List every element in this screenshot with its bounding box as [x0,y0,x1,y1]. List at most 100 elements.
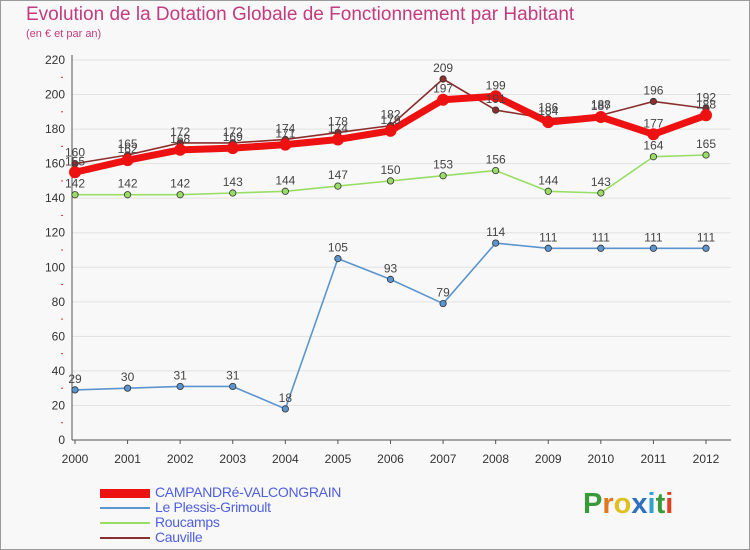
data-label: 144 [275,173,295,187]
data-point [702,244,710,252]
y-tick-label: 40 [52,364,66,378]
data-label: 142 [170,177,190,191]
x-tick-label: 2010 [587,452,614,466]
legend-swatch-le-plessis-grimoult [100,507,150,509]
data-label: 182 [380,108,400,122]
data-label: 177 [643,116,663,130]
data-point [439,299,447,308]
y-tick-label: 200 [45,88,65,102]
x-tick-label: 2006 [377,452,404,466]
chart-title: Evolution de la Dotation Globale de Fonc… [26,4,575,25]
legend-item-roucamps: Roucamps [100,514,420,531]
data-label: 111 [644,230,663,244]
data-label: 209 [433,61,453,75]
data-point [544,244,552,252]
x-tick-label: 2003 [219,452,246,466]
data-label: 105 [328,241,348,255]
data-point [700,109,712,122]
data-point [386,177,395,185]
data-label: 111 [539,230,558,244]
x-tick-label: 2002 [167,452,194,466]
x-tick-label: 2009 [535,452,562,466]
logo-letter: i [665,488,674,520]
data-label: 196 [643,83,663,97]
data-label: 184 [538,104,558,118]
data-point [649,244,658,252]
data-point [229,382,237,391]
data-label: 187 [591,99,611,113]
legend-item-campandre: CAMPANDRé-VALCONGRAIN [100,484,420,501]
data-label: 143 [223,175,243,189]
data-label: 142 [118,177,138,191]
data-label: 172 [170,125,190,139]
data-label: 174 [328,121,348,135]
data-point [174,143,187,156]
data-label: 174 [275,121,295,135]
x-tick-label: 2005 [325,452,352,466]
data-label: 111 [697,230,716,244]
data-point [281,405,289,413]
data-label: 186 [538,101,558,115]
legend-swatch-campandre [100,489,150,498]
data-label: 111 [592,230,611,244]
data-point [334,255,342,263]
chart-subtitle: (en € et par an) [26,28,102,40]
data-label: 179 [380,113,400,127]
x-tick-label: 2011 [641,452,667,466]
data-label: 199 [486,78,506,92]
logo-letter: r [602,488,614,520]
data-point [226,142,239,155]
data-point [386,275,395,283]
legend-label-roucamps: Roucamps [155,514,220,530]
y-tick-label: 180 [45,122,65,136]
logo-letter: t [655,488,666,520]
y-tick-label: 120 [45,226,65,240]
data-label: 18 [279,391,293,405]
x-tick-label: 2007 [430,452,457,466]
data-point [279,138,292,151]
legend-item-cauville: Cauville [100,529,420,546]
data-label: 155 [65,154,85,168]
data-label: 164 [643,139,663,153]
y-tick-label: 160 [45,157,65,171]
logo-letter: x [631,488,648,520]
data-label: 197 [433,82,453,96]
proxiti-logo: Proxiti [583,488,673,521]
legend-swatch-cauville [100,537,150,539]
data-point [439,172,447,180]
data-point [542,116,555,129]
data-label: 160 [65,146,85,160]
data-label: 79 [436,286,450,300]
data-point [281,187,289,195]
data-label: 143 [591,175,611,189]
data-point [123,191,132,199]
x-tick-label: 2008 [482,452,509,466]
data-label: 165 [696,137,716,151]
legend-label-cauville: Cauville [155,529,203,545]
data-label: 162 [118,142,138,156]
y-tick-label: 220 [45,53,65,67]
data-label: 31 [173,368,187,382]
y-tick-label: 140 [45,191,65,205]
data-label: 169 [223,130,243,144]
x-tick-label: 2000 [62,452,89,466]
data-label: 144 [538,173,558,187]
data-point [647,128,660,141]
data-label: 153 [433,158,453,172]
data-label: 188 [591,97,611,111]
data-label: 171 [275,127,295,141]
logo-letter: o [613,488,632,520]
data-point [71,386,79,394]
data-point [439,75,447,83]
logo-letter: i [647,488,656,520]
data-label: 188 [696,97,716,111]
data-point [544,187,552,195]
data-label: 168 [170,132,190,146]
data-label: 172 [223,125,243,139]
data-point [176,382,184,391]
data-point [597,244,605,252]
data-label: 191 [486,92,506,106]
data-point [597,189,605,197]
data-point [594,111,607,123]
